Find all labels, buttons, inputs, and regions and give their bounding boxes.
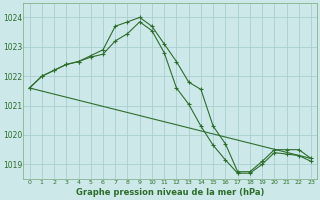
X-axis label: Graphe pression niveau de la mer (hPa): Graphe pression niveau de la mer (hPa) bbox=[76, 188, 265, 197]
